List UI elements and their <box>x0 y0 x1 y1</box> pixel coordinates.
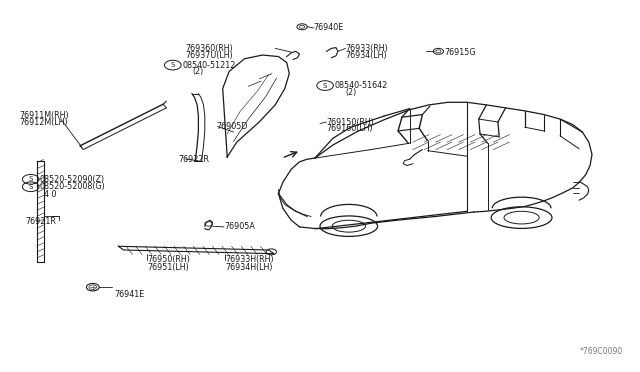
Text: 08540-51642: 08540-51642 <box>334 81 387 90</box>
Text: 76933H(RH): 76933H(RH) <box>225 255 274 264</box>
Text: 08540-51212: 08540-51212 <box>182 61 236 70</box>
Text: 76921R: 76921R <box>26 217 56 226</box>
Text: 08520-52008(G): 08520-52008(G) <box>40 182 106 191</box>
Text: 769150(RH): 769150(RH) <box>326 118 374 126</box>
Text: 76940E: 76940E <box>314 23 344 32</box>
Text: S: S <box>323 83 327 89</box>
Text: (2): (2) <box>192 67 204 76</box>
Text: 76912M(LH): 76912M(LH) <box>19 118 68 126</box>
Text: S: S <box>29 176 33 182</box>
Text: (2): (2) <box>346 88 357 97</box>
Text: S: S <box>29 184 33 190</box>
Text: 769160(LH): 769160(LH) <box>326 124 373 133</box>
Text: 76911M(RH): 76911M(RH) <box>19 111 69 120</box>
Text: 76905D: 76905D <box>216 122 248 131</box>
Text: *769C0090: *769C0090 <box>580 347 623 356</box>
Text: 76933(RH): 76933(RH) <box>346 44 388 53</box>
Text: S: S <box>171 62 175 68</box>
Text: 76934H(LH): 76934H(LH) <box>225 263 273 272</box>
Text: 76934(LH): 76934(LH) <box>346 51 387 60</box>
Text: 76951(LH): 76951(LH) <box>147 263 189 272</box>
Text: 76922R: 76922R <box>178 155 209 164</box>
Text: 08520-52090(Z): 08520-52090(Z) <box>40 175 105 184</box>
Text: 76915G: 76915G <box>445 48 476 57</box>
Text: 76950(RH): 76950(RH) <box>147 255 190 264</box>
Text: 76905A: 76905A <box>224 222 255 231</box>
Text: 769360(RH): 769360(RH) <box>186 44 234 53</box>
Text: 76941E: 76941E <box>114 290 144 299</box>
Text: 76937U(LH): 76937U(LH) <box>186 51 234 60</box>
Text: 4 0: 4 0 <box>44 190 56 199</box>
